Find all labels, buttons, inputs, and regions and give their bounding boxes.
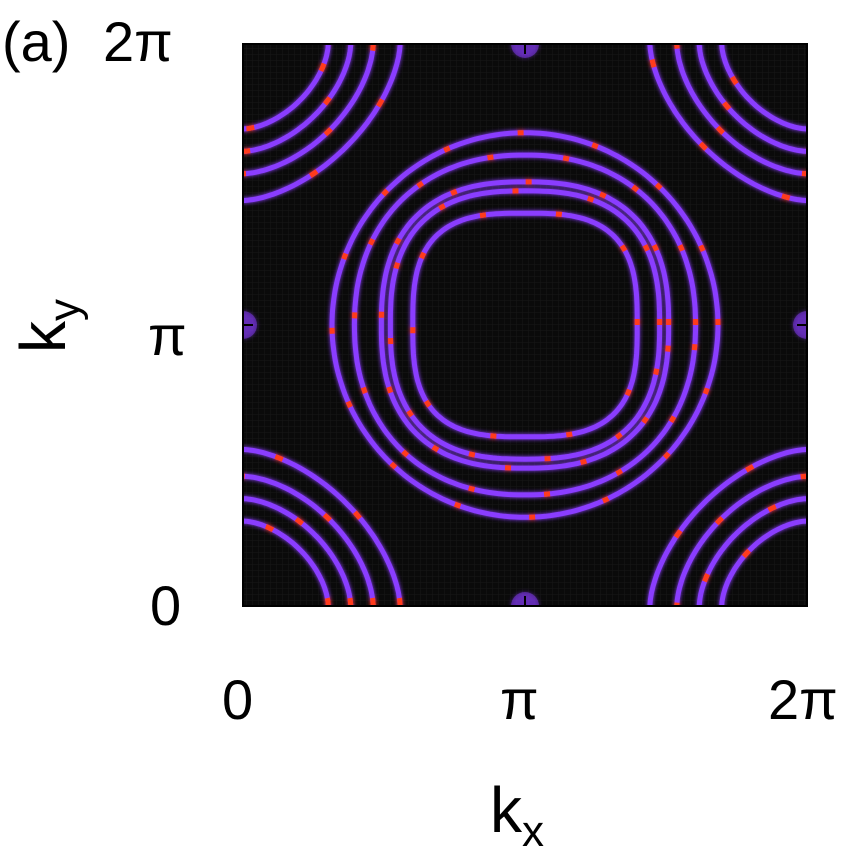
y-tick-label-pi: π (148, 304, 187, 367)
x-axis-label: kx (490, 778, 544, 854)
x-axis-label-subscript: x (522, 807, 544, 856)
x-tick-label-pi: π (500, 668, 539, 731)
y-tick-label-0: 0 (150, 574, 182, 637)
corner-contour (243, 496, 354, 606)
y-axis-label-main: k (7, 321, 79, 353)
plot-grid-texture (243, 44, 807, 606)
corner-contour (243, 44, 331, 132)
corner-contour (243, 473, 376, 606)
y-axis-label: ky (7, 271, 89, 381)
center-contour (378, 179, 672, 471)
center-contour (410, 210, 640, 440)
corner-contour (243, 518, 331, 606)
x-tick-label-2pi: 2π (768, 668, 838, 731)
x-axis-label-main: k (490, 774, 522, 846)
y-axis-label-subscript: y (40, 299, 89, 321)
center-contour (351, 152, 699, 498)
plot-frame (242, 43, 808, 607)
corner-contour (243, 44, 354, 154)
corner-contour (243, 44, 376, 177)
corner-contour (243, 447, 403, 606)
center-contour (387, 188, 663, 462)
x-tick-label-0: 0 (222, 668, 254, 731)
panel-label: (a) (2, 10, 71, 73)
center-contour (329, 130, 721, 520)
corner-contour-hot (243, 44, 403, 203)
y-tick-label-2pi: 2π (103, 10, 173, 73)
